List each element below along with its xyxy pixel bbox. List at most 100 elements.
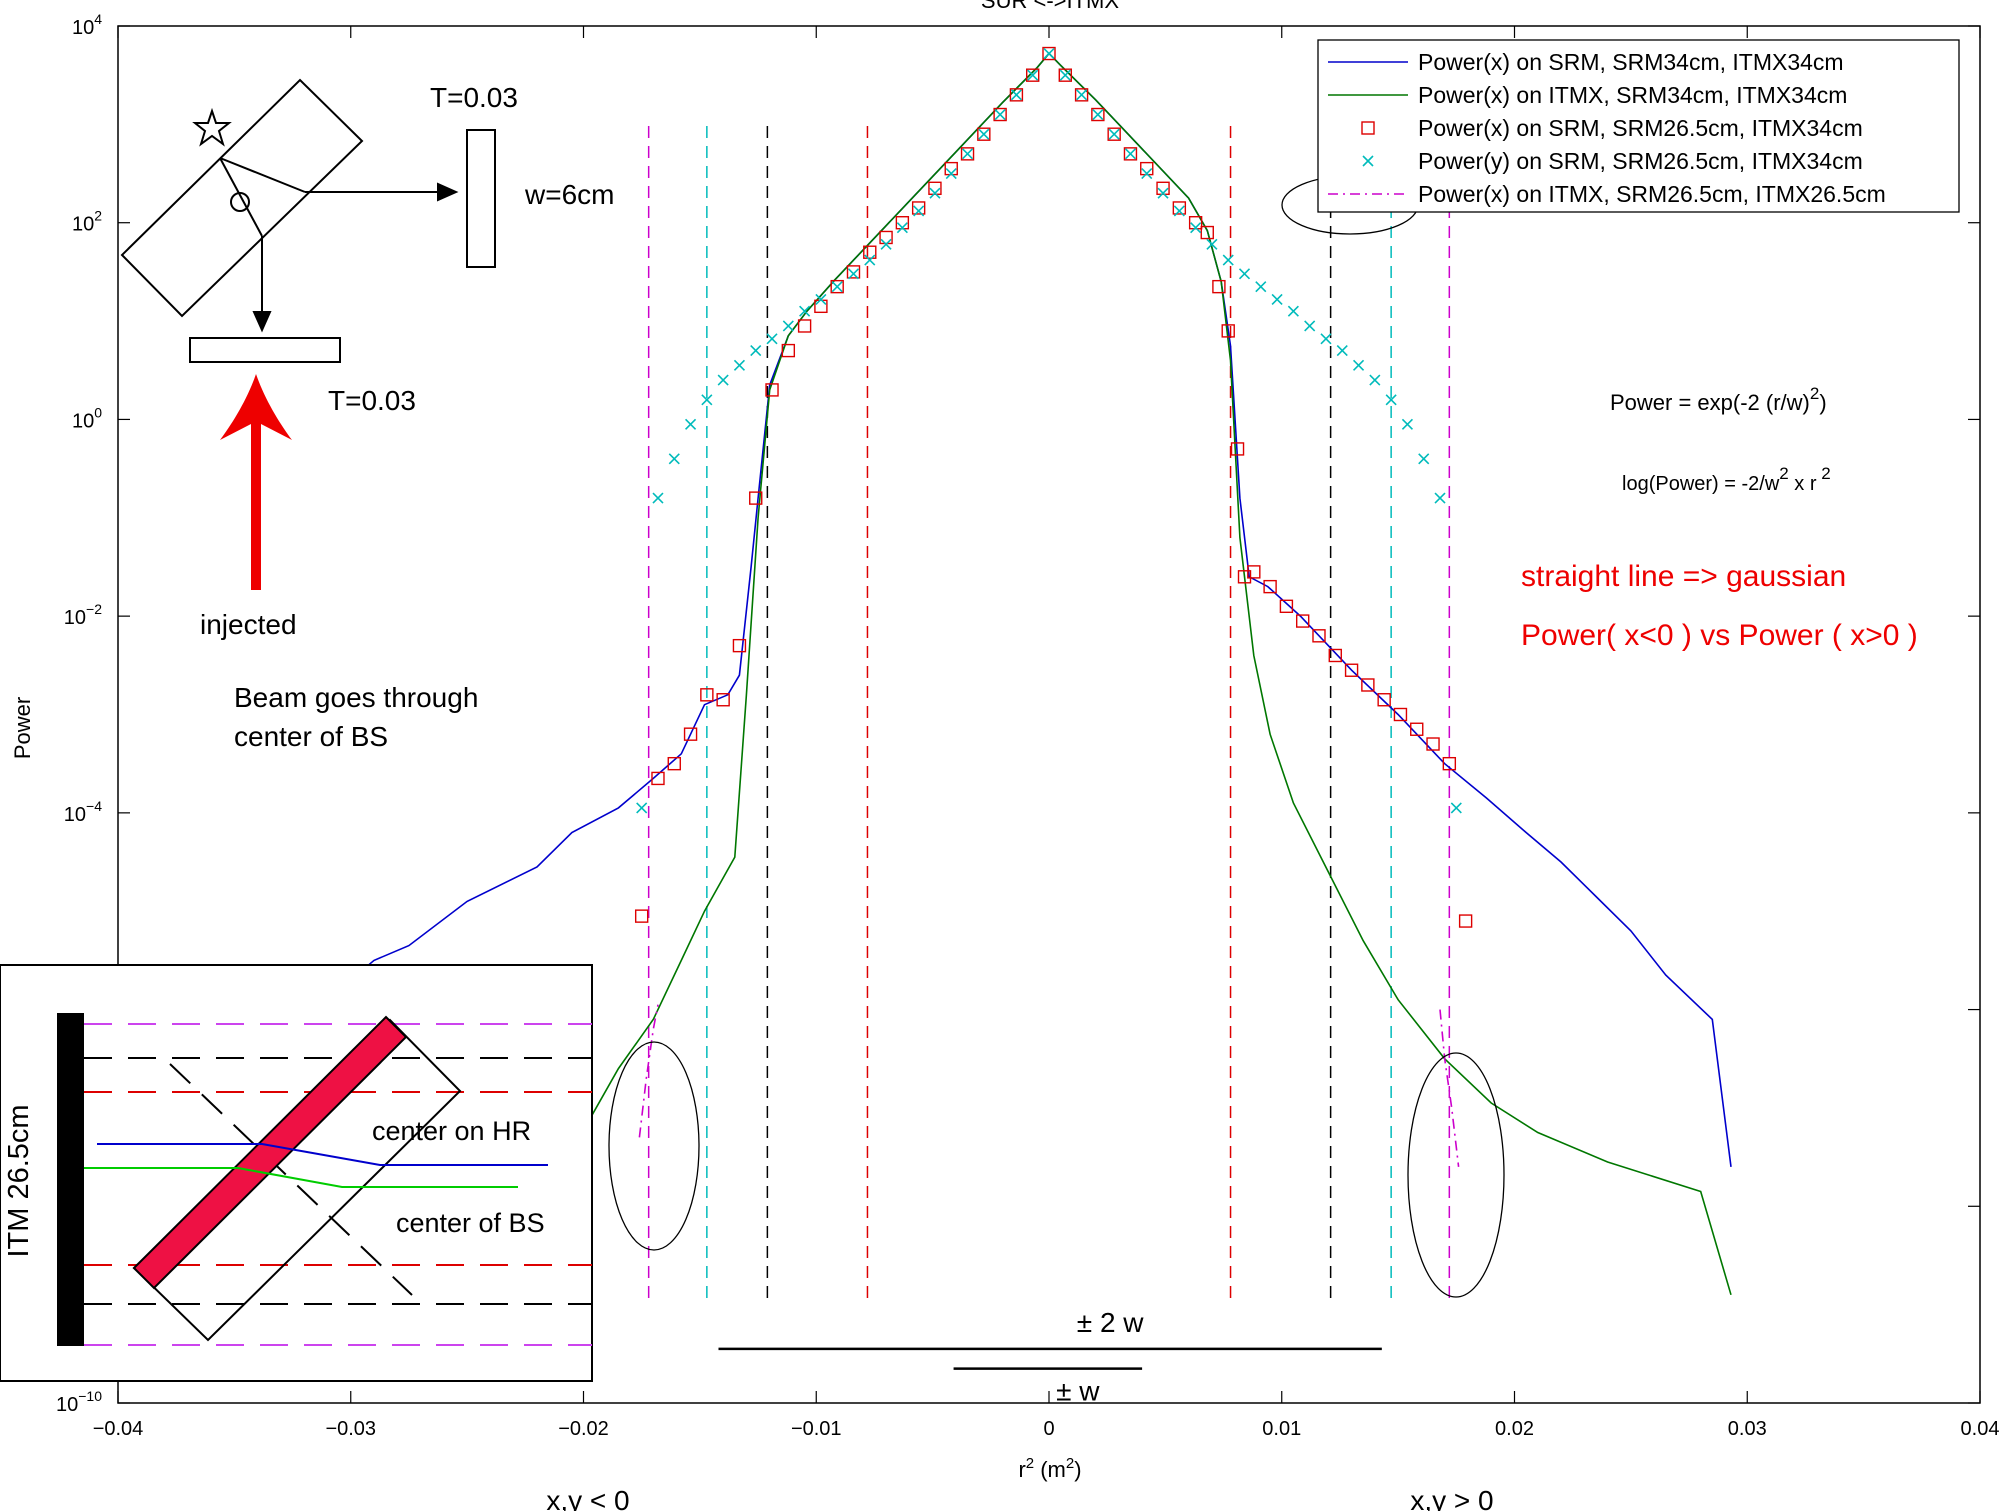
itm-label: ITM 26.5cm <box>3 1104 35 1257</box>
formula-gaussian: Power = exp(-2 (r/w)2) <box>1610 384 1827 415</box>
y-tick-label: 10−4 <box>64 798 102 826</box>
legend-label: Power(x) on ITMX, SRM26.5cm, ITMX26.5cm <box>1418 181 1886 207</box>
injected-arrow-icon <box>220 374 292 590</box>
series-4-point <box>831 281 843 293</box>
series-4-point <box>1385 394 1397 406</box>
legend: Power(x) on SRM, SRM34cm, ITMX34cm Power(… <box>1317 39 1960 213</box>
series-3-point <box>1091 107 1105 122</box>
series-3-point <box>667 756 681 771</box>
center-on-hr-label: center on HR <box>372 1116 531 1146</box>
series-3-point <box>1377 693 1391 707</box>
series-4-point <box>1059 69 1071 81</box>
y-tick-label: 104 <box>72 11 102 39</box>
t-right-label: T=0.03 <box>430 82 518 113</box>
series-4-point <box>994 108 1006 121</box>
legend-item: Power(x) on ITMX, SRM26.5cm, ITMX26.5cm <box>1328 181 1886 207</box>
legend-label: Power(x) on ITMX, SRM34cm, ITMX34cm <box>1418 82 1847 108</box>
width-bar-label: ± 2 w <box>1077 1307 1144 1338</box>
x-tick-label: 0.02 <box>1495 1418 1534 1440</box>
series-3-point <box>1361 678 1375 692</box>
arrow-right-icon <box>437 182 459 202</box>
series-3-point <box>1107 127 1121 141</box>
x-axis-ticks: −0.04 −0.03 −0.02 −0.01 0 0.01 0.02 0.03 0.04 <box>93 26 1999 1440</box>
series-4-point <box>1287 305 1299 317</box>
y-tick-label: 102 <box>72 208 102 236</box>
left-highlight-ellipse <box>608 1041 700 1251</box>
series-4-point <box>701 394 713 406</box>
series-4-point <box>782 320 794 332</box>
series-3-point <box>1172 201 1187 215</box>
series-4-point <box>847 268 860 280</box>
note-power-compare: Power( x<0 ) vs Power ( x>0 ) <box>1521 619 1918 652</box>
series-4-point <box>1010 89 1022 101</box>
series-4-point <box>1238 268 1251 280</box>
series-4-point <box>1450 802 1462 814</box>
series-3-point <box>846 265 861 279</box>
series-4-point <box>652 492 664 504</box>
series-3-point <box>634 909 649 923</box>
note-gaussian: straight line => gaussian <box>1521 560 1846 593</box>
series-4-point <box>1141 167 1153 180</box>
injected-label: injected <box>200 609 297 640</box>
series-4-point <box>1206 238 1218 250</box>
beam-note-line2: center of BS <box>234 721 388 752</box>
series-4-point <box>1190 222 1202 234</box>
y-axis-label: Power <box>10 697 35 759</box>
series-4-point <box>1336 345 1348 357</box>
chart-title: SUR <->ITMX <box>981 0 1119 13</box>
y-tick-label: 100 <box>72 404 102 432</box>
x-tick-label: 0.03 <box>1728 1418 1767 1440</box>
series-3-point <box>749 491 763 505</box>
series-3-point <box>960 147 975 161</box>
beam-note-line1: Beam goes through <box>234 682 478 713</box>
beam-splitter-diagram <box>120 78 496 363</box>
series-5-line <box>638 1004 659 1138</box>
series-3-point <box>651 771 665 786</box>
series-4-point <box>684 418 697 430</box>
series-3-point <box>1230 442 1245 456</box>
series-4-point <box>1124 148 1137 160</box>
series-3-point <box>1200 225 1214 240</box>
width-bars: ± 2 w ± w <box>718 1307 1382 1407</box>
series-3-point <box>732 638 747 653</box>
series-4-point <box>1352 359 1365 371</box>
series-3-point <box>1074 88 1089 102</box>
series-3-point <box>1393 707 1408 722</box>
bs-star-icon <box>192 107 232 147</box>
x-tick-label: 0.01 <box>1262 1418 1301 1440</box>
series-4-point <box>1173 205 1185 217</box>
series-3-point <box>1426 737 1440 751</box>
series-3-point <box>1458 914 1473 928</box>
series-4-point <box>1027 69 1039 81</box>
series-3-point <box>1328 648 1342 663</box>
x-tick-label: −0.02 <box>558 1418 609 1440</box>
legend-swatch <box>1361 121 1375 135</box>
series-4-point <box>1434 492 1446 504</box>
series-3-point <box>1123 147 1138 161</box>
series-3-point <box>1410 722 1424 736</box>
legend-label: Power(y) on SRM, SRM26.5cm, ITMX34cm <box>1418 148 1863 174</box>
bs-center-icon <box>230 192 250 212</box>
legend-item: Power(x) on SRM, SRM26.5cm, ITMX34cm <box>1361 115 1863 141</box>
series-4-point <box>766 333 778 345</box>
series-3-point <box>700 688 714 702</box>
itm-inset: center on HR center of BS ITM 26.5cm <box>0 964 593 1382</box>
itm-mirror-bar <box>57 1013 84 1346</box>
series-3-point <box>1237 570 1252 584</box>
series-4-point <box>880 238 892 250</box>
series-4-point <box>1076 89 1088 101</box>
legend-item: Power(y) on SRM, SRM26.5cm, ITMX34cm <box>1362 148 1863 174</box>
beam-line <box>219 157 263 237</box>
bs-hr-coating <box>132 1015 408 1290</box>
series-4-point <box>1108 128 1120 140</box>
series-3-point <box>1263 579 1277 594</box>
right-highlight-ellipse <box>1407 1052 1505 1298</box>
series-3-point <box>977 127 991 141</box>
legend-box <box>1317 39 1960 213</box>
series-3-point <box>781 343 796 358</box>
series-3-point <box>1212 279 1226 294</box>
series-3-point <box>797 319 812 333</box>
series-4-point <box>1401 418 1414 430</box>
series-3-point <box>765 383 779 397</box>
